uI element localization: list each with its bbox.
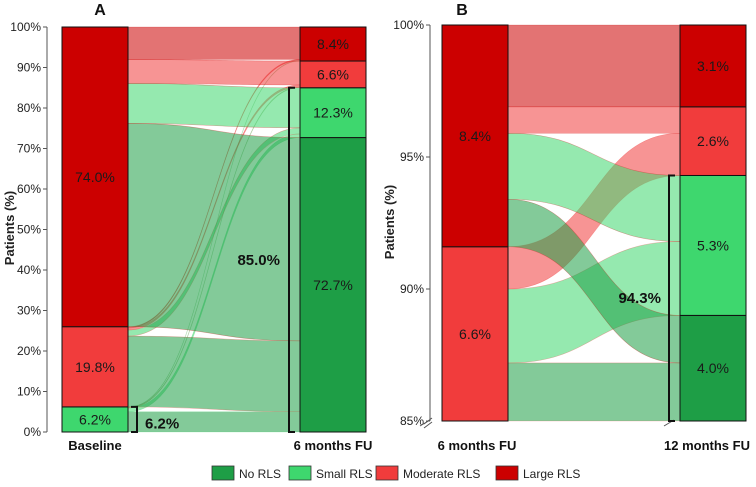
y-tick-label: 70% [17, 142, 41, 156]
legend-swatch-small-rls [288, 465, 312, 481]
bracket-label: 94.3% [618, 290, 661, 307]
legend-label-no-rls: No RLS [239, 467, 281, 481]
y-tick-label: 40% [17, 263, 41, 277]
y-tick-label: 50% [17, 223, 41, 237]
bar-segment-baseline-large-rls [61, 26, 129, 328]
segment-label-no-rls: 72.7% [313, 277, 353, 293]
flow-large-rls-to-moderate-rls [507, 106, 681, 134]
bar-segment-6-months-fu-moderate-rls [441, 246, 509, 422]
y-tick-label: 85% [400, 414, 424, 428]
legend-swatch-large-rls [495, 465, 519, 481]
bracket-label: 85.0% [237, 252, 280, 269]
segment-label-large-rls: 3.1% [697, 58, 729, 74]
y-tick-label: 80% [17, 101, 41, 115]
y-tick-label: 90% [17, 61, 41, 75]
legend-item-small-rls: Small RLS [288, 465, 373, 481]
bar-segment-baseline-moderate-rls [61, 326, 129, 408]
y-tick-label: 20% [17, 344, 41, 358]
bar-segment-6-months-fu-large-rls [441, 24, 509, 248]
legend: No RLS Small RLS Moderate RLS Large RLS [211, 465, 580, 481]
legend-label-moderate-rls: Moderate RLS [403, 467, 480, 481]
y-tick-label: 100% [393, 18, 424, 32]
flow-large-rls-to-small-rls [127, 82, 301, 129]
bracket [288, 86, 295, 433]
flows [127, 26, 301, 433]
legend-label-small-rls: Small RLS [316, 467, 373, 481]
segment-label-moderate-rls: 6.6% [317, 66, 349, 82]
legend-item-moderate-rls: Moderate RLS [375, 465, 480, 481]
y-tick-label: 95% [400, 150, 424, 164]
segment-label-moderate-rls: 19.8% [75, 359, 115, 375]
bar-segment-12-months-fu-no-rls [679, 314, 747, 422]
category-label-6m-a: 6 months FU [294, 438, 373, 453]
y-axis-title-b: Patients (%) [382, 185, 397, 259]
segment-label-moderate-rls: 2.6% [697, 133, 729, 149]
legend-label-large-rls: Large RLS [523, 467, 580, 481]
segment-label-large-rls: 8.4% [317, 36, 349, 52]
bar-segment-12-months-fu-small-rls [679, 174, 747, 316]
bracket [668, 174, 675, 422]
segment-label-small-rls: 12.3% [313, 105, 353, 121]
panel-a: 0% 10% 20% 30% 40% 50% 60% 70% 80% 90% 100% 6.2% 19.… [10, 20, 367, 439]
panel-letter-b: B [456, 2, 468, 19]
category-label-6m-b: 6 months FU [438, 438, 517, 453]
flow-moderate-rls-to-no-rls [127, 335, 301, 413]
segment-label-large-rls: 74.0% [75, 169, 115, 185]
bracket [131, 405, 138, 433]
flow-large-rls-to-moderate-rls [127, 59, 301, 86]
segment-label-large-rls: 8.4% [459, 128, 491, 144]
panel-letter-a: A [94, 2, 106, 19]
bracket-label: 6.2% [145, 415, 179, 432]
segment-label-moderate-rls: 6.6% [459, 326, 491, 342]
flows [507, 24, 681, 422]
category-label-baseline: Baseline [68, 438, 121, 453]
flow-moderate-rls-to-no-rls [507, 362, 681, 422]
flow-large-rls-to-no-rls [127, 123, 301, 342]
segment-label-small-rls: 6.2% [79, 411, 111, 427]
y-tick-label: 100% [10, 20, 41, 34]
bar-segment-12-months-fu-large-rls [679, 24, 747, 108]
legend-swatch-no-rls [211, 465, 235, 481]
y-tick-label: 90% [400, 282, 424, 296]
y-axis-title-a: Patients (%) [2, 191, 17, 265]
bar-segment-baseline-small-rls [61, 406, 129, 433]
segment-label-small-rls: 5.3% [697, 237, 729, 253]
bar-segment-6-months-fu-no-rls [299, 137, 367, 433]
flow-large-rls-to-large-rls [127, 26, 301, 60]
flow-large-rls-to-large-rls [507, 24, 681, 108]
legend-item-no-rls: No RLS [211, 465, 281, 481]
legend-swatch-moderate-rls [375, 465, 399, 481]
y-tick-label: 60% [17, 182, 41, 196]
bar-segment-6-months-fu-moderate-rls [299, 60, 367, 89]
bar-segment-6-months-fu-small-rls [299, 87, 367, 139]
panel-b: 85% 90% 95% 100% 6.6% 8.4% 4.0% 5.3% 2.6% 3.1% 94.… [393, 18, 747, 429]
category-label-12m: 12 months FU [664, 438, 750, 453]
legend-item-large-rls: Large RLS [495, 465, 580, 481]
y-tick-label: 0% [24, 425, 42, 439]
segment-label-no-rls: 4.0% [697, 360, 729, 376]
bar-segment-6-months-fu-large-rls [299, 26, 367, 62]
y-tick-label: 10% [17, 385, 41, 399]
y-tick-label: 30% [17, 304, 41, 318]
